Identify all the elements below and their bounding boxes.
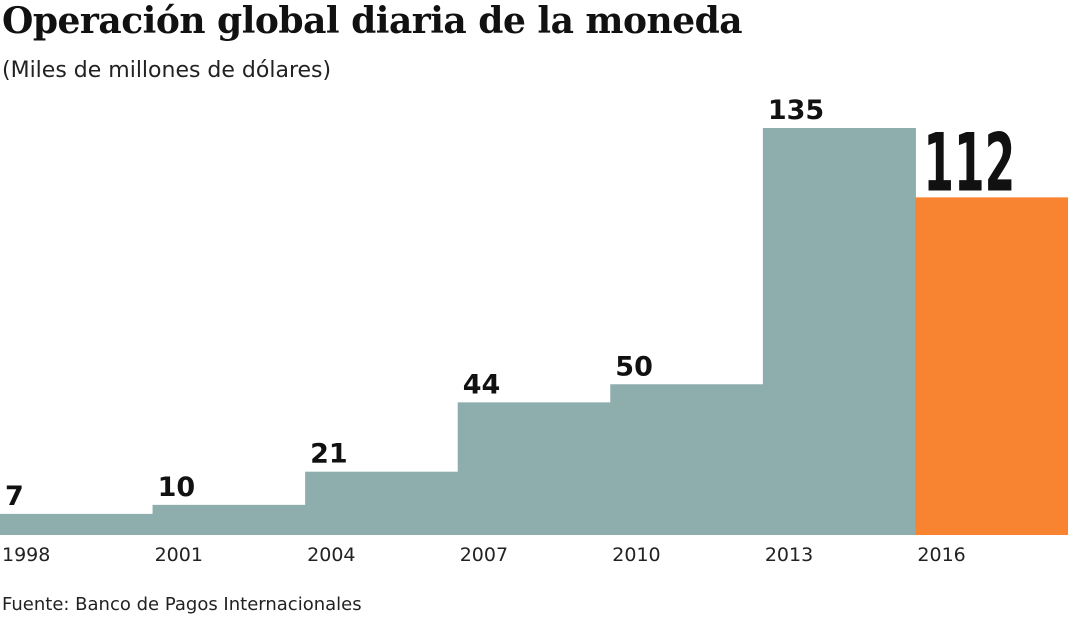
x-tick-label: 1998 [2, 544, 50, 566]
data-label: 21 [310, 439, 348, 470]
x-tick-label: 2016 [917, 544, 965, 566]
data-label: 135 [768, 95, 824, 126]
bar-1998 [0, 513, 154, 535]
chart-subtitle: (Miles de millones de dólares) [2, 58, 332, 83]
x-tick-label: 2007 [460, 544, 508, 566]
x-tick-label: 2001 [155, 544, 203, 566]
bar-2004 [305, 471, 459, 535]
bar-2013 [762, 128, 916, 535]
bar-2016 [915, 197, 1068, 535]
data-label: 10 [158, 472, 196, 503]
data-label: 50 [615, 351, 653, 382]
x-tick-label: 2004 [307, 544, 355, 566]
data-label: 7 [5, 481, 24, 512]
chart-source: Fuente: Banco de Pagos Internacionales [2, 594, 362, 615]
x-tick-label: 2013 [765, 544, 813, 566]
data-label: 44 [463, 369, 501, 400]
data-label: 112 [923, 117, 1015, 210]
x-tick-label: 2010 [612, 544, 660, 566]
bar-2007 [457, 402, 611, 535]
bar-2010 [610, 384, 764, 535]
chart-title: Operación global diaria de la moneda [2, 0, 743, 42]
bar-2001 [152, 504, 306, 535]
